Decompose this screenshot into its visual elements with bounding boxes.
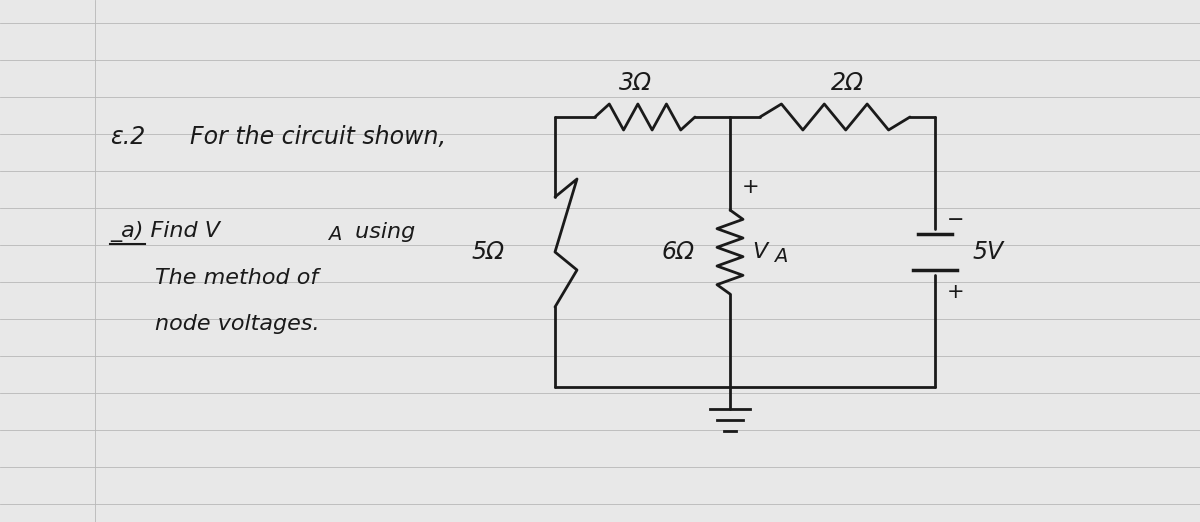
Text: +: +: [742, 177, 760, 197]
Text: +: +: [947, 282, 965, 302]
Text: 3Ω: 3Ω: [618, 71, 652, 95]
Text: 5Ω: 5Ω: [472, 240, 505, 264]
Text: ε.2: ε.2: [110, 125, 145, 149]
Text: For the circuit shown,: For the circuit shown,: [190, 125, 446, 149]
Text: 6Ω: 6Ω: [662, 240, 695, 264]
Text: V: V: [752, 242, 767, 262]
Text: The method of: The method of: [155, 268, 318, 288]
Text: using: using: [348, 222, 415, 242]
Text: A: A: [774, 247, 787, 267]
Text: 2Ω: 2Ω: [830, 71, 864, 95]
Text: A: A: [328, 224, 341, 243]
Text: 5V: 5V: [973, 240, 1004, 264]
Text: _a) Find V: _a) Find V: [110, 221, 220, 243]
Text: −: −: [947, 210, 965, 230]
Text: node voltages.: node voltages.: [155, 314, 319, 334]
